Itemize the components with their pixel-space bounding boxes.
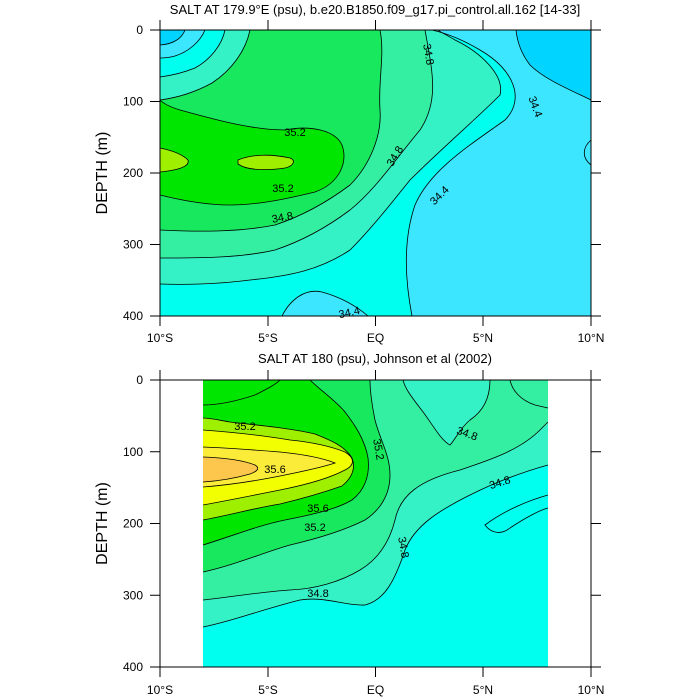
bottom-fill-36.0 <box>203 457 258 482</box>
top-fill-34.2-edge <box>584 140 591 165</box>
top-y-tick-label: 200 <box>123 166 143 180</box>
bottom-clabel: 35.2 <box>370 438 386 461</box>
bottom-axis-ticks <box>150 370 601 677</box>
bottom-y-tick-label: 0 <box>136 373 143 387</box>
top-axis-ticks <box>150 20 601 326</box>
bottom-y-axis-label: DEPTH (m) <box>94 482 111 565</box>
bottom-y-tick-label: 400 <box>123 660 143 674</box>
top-y-tick-label: 0 <box>136 23 143 37</box>
bottom-x-tick-label: 10°N <box>578 683 605 697</box>
top-y-tick-labels: 0 100 200 300 400 <box>123 23 143 323</box>
top-fill-34.2 <box>406 30 591 316</box>
top-x-tick-label: EQ <box>367 331 384 345</box>
bottom-y-tick-label: 100 <box>123 445 143 459</box>
bottom-fill-34.4-wedge <box>485 495 548 533</box>
top-fill-34.0 <box>516 30 591 100</box>
top-x-tick-label: 5°S <box>258 331 277 345</box>
top-y-tick-label: 400 <box>123 309 143 323</box>
top-clabel: 34.4 <box>338 305 361 321</box>
bottom-clabel: 35.2 <box>234 421 255 433</box>
top-fill-35.4-west <box>160 148 189 172</box>
top-x-tick-label: 5°N <box>473 331 493 345</box>
bottom-y-tick-label: 200 <box>123 517 143 531</box>
bottom-x-tick-label: EQ <box>367 683 384 697</box>
bottom-x-tick-label: 5°N <box>473 683 493 697</box>
top-y-axis-label: DEPTH (m) <box>94 132 111 215</box>
bottom-x-tick-label: 5°S <box>258 683 277 697</box>
bottom-chart-title: SALT AT 180 (psu), Johnson et al (2002) <box>258 351 492 366</box>
top-fill-35.2 <box>160 100 344 205</box>
top-y-tick-label: 300 <box>123 238 143 252</box>
bottom-clabel: 35.6 <box>264 464 285 476</box>
top-fill-35.4-east <box>238 155 294 170</box>
top-fill-nw-34.0 <box>160 30 185 45</box>
bottom-contour-fill <box>203 380 548 667</box>
bottom-clabel: 35.2 <box>304 522 325 534</box>
top-clabel: 35.2 <box>272 183 293 195</box>
bottom-contour-lines <box>202 379 549 628</box>
top-chart-title: SALT AT 179.9°E (psu), b.e20.B1850.f09_g… <box>170 2 580 17</box>
top-x-tick-labels: 10°S 5°S EQ 5°N 10°N <box>147 331 604 345</box>
bottom-y-tick-labels: 0 100 200 300 400 <box>123 373 143 674</box>
bottom-clabel: 35.6 <box>307 503 328 515</box>
top-contour-lines <box>159 29 592 317</box>
top-clabel: 34.8 <box>420 43 436 66</box>
top-y-tick-label: 100 <box>123 95 143 109</box>
bottom-x-tick-labels: 10°S 5°S EQ 5°N 10°N <box>147 683 604 697</box>
top-x-tick-label: 10°S <box>147 331 173 345</box>
bottom-clabel: 34.8 <box>395 536 411 559</box>
top-clabel: 35.2 <box>284 127 305 139</box>
top-x-tick-label: 10°N <box>578 331 605 345</box>
top-clabel: 34.8 <box>271 210 294 226</box>
bottom-clabel: 34.8 <box>307 588 328 600</box>
bottom-y-tick-label: 300 <box>123 588 143 602</box>
bottom-panel: SALT AT 180 (psu), Johnson et al (2002) <box>94 351 604 697</box>
top-fill-34.2-pocket <box>282 291 368 316</box>
bottom-x-tick-label: 10°S <box>147 683 173 697</box>
top-panel: SALT AT 179.9°E (psu), b.e20.B1850.f09_g… <box>94 2 604 345</box>
top-contour-fill <box>160 30 591 316</box>
